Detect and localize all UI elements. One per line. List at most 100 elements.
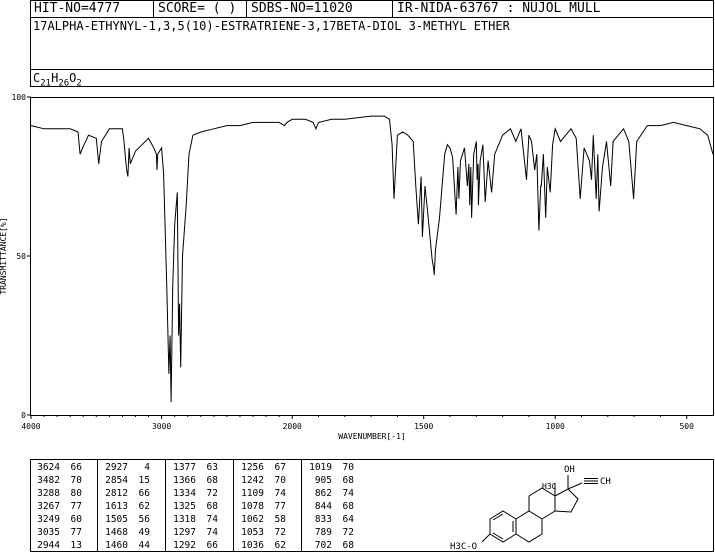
peak-wavenumber: 1325 <box>173 501 196 512</box>
peak-wavenumber: 3288 <box>37 488 60 499</box>
peak-row: 1109 74 <box>234 487 301 500</box>
peak-row: 1053 72 <box>234 526 301 539</box>
peak-transmittance: 74 <box>342 488 354 499</box>
peak-row: 1505 56 <box>98 513 165 526</box>
peak-row: 833 64 <box>302 513 370 526</box>
peak-wavenumber: 702 <box>314 540 332 551</box>
plot-frame <box>30 97 714 416</box>
x-tick-label: 2000 <box>283 422 302 431</box>
hit-number: HIT-NO=4777 <box>34 1 121 16</box>
peak-transmittance: 63 <box>206 462 218 473</box>
peak-row: 2854 15 <box>98 474 165 487</box>
peak-row: 1297 74 <box>166 526 233 539</box>
peak-transmittance: 68 <box>206 475 218 486</box>
peak-wavenumber: 1256 <box>241 462 264 473</box>
peak-wavenumber: 2944 <box>37 540 60 551</box>
peak-row: 1613 62 <box>98 500 165 513</box>
peak-transmittance: 67 <box>274 462 286 473</box>
score: SCORE= ( ) <box>158 1 237 16</box>
peak-transmittance: 62 <box>274 540 286 551</box>
peak-wavenumber: 3624 <box>37 462 60 473</box>
peak-transmittance: 15 <box>138 475 150 486</box>
peak-transmittance: 74 <box>206 514 218 525</box>
peak-transmittance: 68 <box>206 501 218 512</box>
peak-transmittance: 77 <box>70 527 82 538</box>
peak-wavenumber: 1062 <box>241 514 264 525</box>
x-tick-label: 3000 <box>152 422 171 431</box>
peak-column: 1377 63 1366 68 1334 72 1325 68 1318 74 1297 74 1292… <box>166 459 234 552</box>
peak-transmittance: 68 <box>342 540 354 551</box>
peak-column: 1019 70 905 68 862 74 844 68 833 64 789 72 702 68 <box>302 459 370 552</box>
peak-row: 3482 70 <box>30 474 97 487</box>
peak-column: 2927 4 2854 15 2812 66 1613 62 1505 56 1468 49 1460 4… <box>98 459 166 552</box>
structure-panel: OH CH H3C H3C-O <box>372 459 714 552</box>
peak-row: 1460 44 <box>98 539 165 552</box>
x-axis-label: WAVENUMBER[-1] <box>338 432 405 441</box>
methoxy-label: H3C-O <box>450 542 477 552</box>
peak-row: 2944 13 <box>30 539 97 552</box>
peak-row: 1019 70 <box>302 461 370 474</box>
peak-transmittance: 49 <box>138 527 150 538</box>
peak-row: 1292 66 <box>166 539 233 552</box>
peak-wavenumber: 3482 <box>37 475 60 486</box>
peak-wavenumber: 789 <box>314 527 332 538</box>
peak-row: 3624 66 <box>30 461 97 474</box>
x-tick-label: 500 <box>679 422 694 431</box>
spectrum-line <box>30 115 714 403</box>
peak-transmittance: 74 <box>274 488 286 499</box>
peak-transmittance: 66 <box>138 488 150 499</box>
ir-identifier: IR-NIDA-63767 : NUJOL MULL <box>397 1 601 16</box>
peak-column: 3624 66 3482 70 3288 80 3267 77 3249 60 3035 77 2944… <box>30 459 98 552</box>
y-tick-label: 50 <box>16 252 26 261</box>
x-tick-label: 4000 <box>21 422 40 431</box>
peak-transmittance: 72 <box>206 488 218 499</box>
peak-row: 1468 49 <box>98 526 165 539</box>
peak-table: 3624 66 3482 70 3288 80 3267 77 3249 60 3035 77 2944… <box>30 459 370 552</box>
peak-row: 1334 72 <box>166 487 233 500</box>
peak-wavenumber: 1036 <box>241 540 264 551</box>
peak-transmittance: 74 <box>206 527 218 538</box>
peak-transmittance: 80 <box>70 488 82 499</box>
peak-wavenumber: 1460 <box>105 540 128 551</box>
peak-wavenumber: 1109 <box>241 488 264 499</box>
peak-transmittance: 70 <box>342 462 354 473</box>
y-tick-label: 0 <box>21 411 26 420</box>
peak-row: 1242 70 <box>234 474 301 487</box>
peak-row: 905 68 <box>302 474 370 487</box>
peak-transmittance: 72 <box>342 527 354 538</box>
peak-row: 1366 68 <box>166 474 233 487</box>
peak-transmittance: 70 <box>70 475 82 486</box>
peak-transmittance: 58 <box>274 514 286 525</box>
x-tick-label: 1500 <box>414 422 433 431</box>
methyl-label: H3C <box>542 482 557 491</box>
peak-wavenumber: 3035 <box>37 527 60 538</box>
peak-row: 1062 58 <box>234 513 301 526</box>
peak-wavenumber: 1292 <box>173 540 196 551</box>
y-tick-label: 100 <box>12 93 27 102</box>
peak-wavenumber: 1019 <box>309 462 332 473</box>
peak-row: 3249 60 <box>30 513 97 526</box>
peak-wavenumber: 1468 <box>105 527 128 538</box>
peak-row: 862 74 <box>302 487 370 500</box>
peak-transmittance: 56 <box>138 514 150 525</box>
peak-wavenumber: 1377 <box>173 462 196 473</box>
peak-wavenumber: 3267 <box>37 501 60 512</box>
compound-name: 17ALPHA-ETHYNYL-1,3,5(10)-ESTRATRIENE-3,… <box>33 19 510 33</box>
peak-wavenumber: 2812 <box>105 488 128 499</box>
peak-wavenumber: 1053 <box>241 527 264 538</box>
molecular-formula: C21H26O2 <box>33 71 82 89</box>
peak-row: 2812 66 <box>98 487 165 500</box>
peak-row: 2927 4 <box>98 461 165 474</box>
peak-transmittance: 60 <box>70 514 82 525</box>
peak-wavenumber: 2927 <box>105 462 128 473</box>
bottom-frame <box>30 459 714 552</box>
peak-row: 789 72 <box>302 526 370 539</box>
peak-row: 1318 74 <box>166 513 233 526</box>
peak-transmittance: 13 <box>70 540 82 551</box>
peak-transmittance: 62 <box>138 501 150 512</box>
peak-column: 1256 67 1242 70 1109 74 1078 77 1062 58 1053 72 1036… <box>234 459 302 552</box>
peak-row: 3288 80 <box>30 487 97 500</box>
peak-transmittance: 66 <box>70 462 82 473</box>
peak-transmittance: 44 <box>138 540 150 551</box>
molecule-structure: OH CH H3C H3C-O <box>450 465 611 552</box>
